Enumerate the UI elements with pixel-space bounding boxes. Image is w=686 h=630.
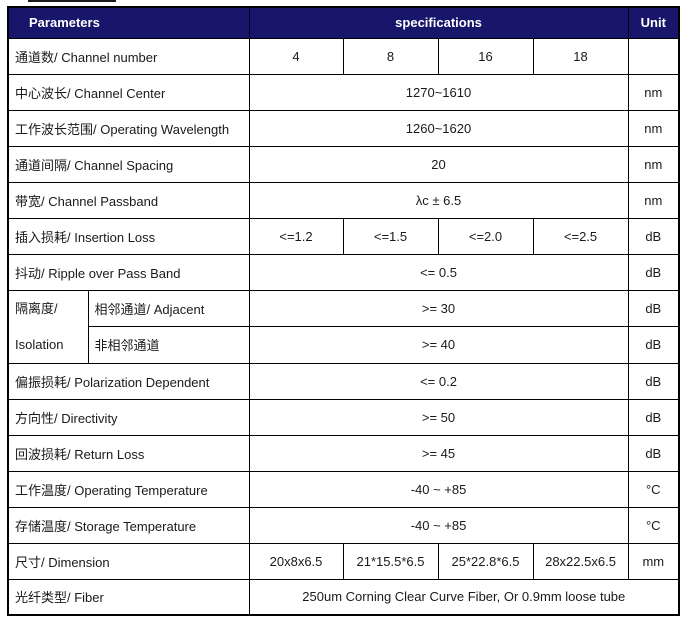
spec-value: 21*15.5*6.5: [342, 542, 439, 580]
param-label: 偏振损耗/ Polarization Dependent: [7, 362, 250, 400]
row-fiber: 光纤类型/ Fiber 250um Corning Clear Curve Fi…: [7, 578, 680, 616]
spec-value: λc ± 6.5: [248, 181, 629, 219]
spec-value: 16: [437, 37, 534, 75]
param-label: 存储温度/ Storage Temperature: [7, 506, 250, 544]
spec-value: -40 ~ +85: [248, 506, 629, 544]
spec-value: <=2.0: [437, 217, 534, 255]
unit-cell: dB: [627, 253, 680, 291]
specifications-table: Parameters specifications Unit 通道数/ Chan…: [7, 6, 681, 616]
spec-value: 250um Corning Clear Curve Fiber, Or 0.9m…: [248, 578, 680, 616]
param-group-label: 隔离度/ Isolation: [7, 289, 89, 364]
param-label: 中心波长/ Channel Center: [7, 73, 250, 111]
row-channel-center: 中心波长/ Channel Center 1270~1610 nm: [7, 73, 680, 111]
table-header-row: Parameters specifications Unit: [7, 6, 680, 39]
unit-cell: dB: [627, 217, 680, 255]
unit-cell: dB: [627, 398, 680, 436]
spec-value: 20: [248, 145, 629, 183]
row-channel-spacing: 通道间隔/ Channel Spacing 20 nm: [7, 145, 680, 183]
spec-value: 1260~1620: [248, 109, 629, 147]
unit-cell: dB: [627, 434, 680, 472]
row-directivity: 方向性/ Directivity >= 50 dB: [7, 398, 680, 436]
spec-value: 4: [248, 37, 344, 75]
row-channel-number: 通道数/ Channel number 4 8 16 18: [7, 37, 680, 75]
param-sub-label: 相邻通道/ Adjacent: [87, 289, 250, 327]
spec-value: 18: [532, 37, 629, 75]
header-parameters: Parameters: [7, 6, 250, 39]
spec-value: 20x8x6.5: [248, 542, 344, 580]
spec-value: >= 50: [248, 398, 629, 436]
spec-value: <= 0.2: [248, 362, 629, 400]
param-label: 方向性/ Directivity: [7, 398, 250, 436]
param-label: 工作波长范围/ Operating Wavelength: [7, 109, 250, 147]
unit-cell: nm: [627, 181, 680, 219]
param-label: 回波损耗/ Return Loss: [7, 434, 250, 472]
param-label: 抖动/ Ripple over Pass Band: [7, 253, 250, 291]
header-specifications: specifications: [248, 6, 629, 39]
param-label: 光纤类型/ Fiber: [7, 578, 250, 616]
unit-cell: [627, 37, 680, 75]
unit-cell: nm: [627, 145, 680, 183]
row-isolation-non-adjacent: 非相邻通道 >= 40 dB: [8, 326, 680, 364]
param-label: 工作温度/ Operating Temperature: [7, 470, 250, 508]
row-operating-temperature: 工作温度/ Operating Temperature -40 ~ +85 °C: [7, 470, 680, 508]
param-label: 插入损耗/ Insertion Loss: [7, 217, 250, 255]
row-isolation-adjacent: 隔离度/ Isolation 相邻通道/ Adjacent >= 30 dB: [7, 289, 680, 364]
row-polarization: 偏振损耗/ Polarization Dependent <= 0.2 dB: [7, 362, 680, 400]
param-label: 通道数/ Channel number: [7, 37, 250, 75]
spec-value: <=1.5: [342, 217, 439, 255]
row-dimension: 尺寸/ Dimension 20x8x6.5 21*15.5*6.5 25*22…: [7, 542, 680, 580]
unit-cell: mm: [627, 542, 680, 580]
row-insertion-loss: 插入损耗/ Insertion Loss <=1.2 <=1.5 <=2.0 <…: [7, 217, 680, 255]
unit-cell: dB: [627, 362, 680, 400]
spec-value: >= 45: [248, 434, 629, 472]
param-sub-label: 非相邻通道: [87, 326, 250, 364]
spec-value: <= 0.5: [248, 253, 629, 291]
unit-cell: °C: [627, 470, 680, 508]
header-unit: Unit: [627, 6, 680, 39]
param-label: 带宽/ Channel Passband: [7, 181, 250, 219]
spec-value: 28x22.5x6.5: [532, 542, 629, 580]
spec-value: <=2.5: [532, 217, 629, 255]
unit-cell: nm: [627, 73, 680, 111]
spec-value: 1270~1610: [248, 73, 629, 111]
param-label: 尺寸/ Dimension: [7, 542, 250, 580]
unit-cell: nm: [627, 109, 680, 147]
unit-cell: °C: [627, 506, 680, 544]
row-channel-passband: 带宽/ Channel Passband λc ± 6.5 nm: [7, 181, 680, 219]
row-ripple: 抖动/ Ripple over Pass Band <= 0.5 dB: [7, 253, 680, 291]
spec-value: 25*22.8*6.5: [437, 542, 534, 580]
spec-value: >= 30: [248, 289, 629, 327]
spec-value: <=1.2: [248, 217, 344, 255]
param-label: 通道间隔/ Channel Spacing: [7, 145, 250, 183]
cropped-content-artifact: [28, 0, 116, 2]
spec-value: >= 40: [248, 326, 629, 364]
row-storage-temperature: 存储温度/ Storage Temperature -40 ~ +85 °C: [7, 506, 680, 544]
row-return-loss: 回波损耗/ Return Loss >= 45 dB: [7, 434, 680, 472]
unit-cell: dB: [627, 289, 680, 327]
spec-value: 8: [342, 37, 439, 75]
unit-cell: dB: [627, 326, 680, 364]
spec-value: -40 ~ +85: [248, 470, 629, 508]
row-operating-wavelength: 工作波长范围/ Operating Wavelength 1260~1620 n…: [7, 109, 680, 147]
